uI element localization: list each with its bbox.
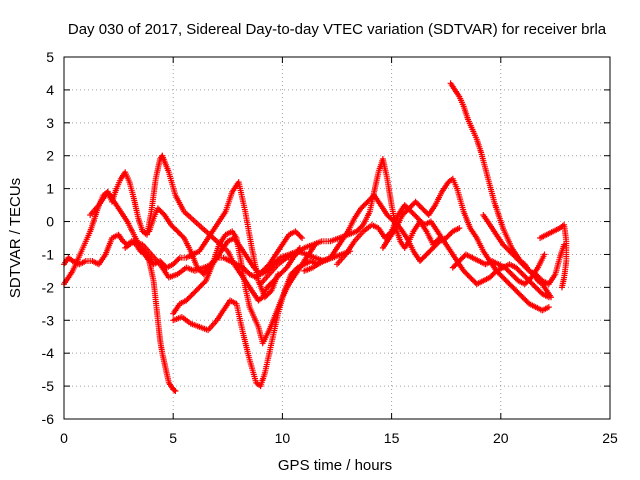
series-trace-e (146, 205, 306, 281)
y-tick-label: 5 (46, 49, 54, 65)
x-tick-labels: 0 5 10 15 20 25 (60, 430, 618, 446)
series-trace-o (449, 251, 548, 288)
axis-ticks (63, 56, 611, 420)
data-point-markers (301, 192, 463, 274)
grid-lines (64, 57, 610, 419)
y-tick-label: -5 (42, 378, 55, 394)
series-trace-p (537, 221, 570, 291)
x-axis-label: GPS time / hours (278, 457, 392, 474)
series-trace-j (301, 192, 463, 274)
series-trace-l (379, 175, 552, 314)
x-tick-label: 10 (275, 430, 291, 446)
data-point-markers (537, 221, 570, 291)
x-tick-label: 5 (169, 430, 177, 446)
data-point-markers (449, 251, 548, 288)
y-tick-label: 2 (46, 148, 54, 164)
x-tick-label: 0 (60, 430, 68, 446)
series-trace-c (159, 152, 303, 304)
y-tick-label: -2 (42, 279, 55, 295)
y-tick-labels: -6 -5 -4 -3 -2 -1 0 1 2 3 4 5 (42, 49, 55, 427)
y-tick-label: -1 (42, 246, 55, 262)
plot-frame (63, 56, 611, 420)
y-tick-label: -3 (42, 312, 55, 328)
data-point-markers (159, 152, 303, 304)
y-tick-label: -6 (42, 411, 55, 427)
data-points (61, 80, 570, 395)
y-axis-label: SDTVAR / TECUs (7, 178, 24, 298)
x-tick-label: 25 (602, 430, 618, 446)
data-point-markers (170, 228, 319, 347)
y-tick-label: 3 (46, 115, 54, 131)
y-tick-label: 1 (46, 181, 54, 197)
chart-title: Day 030 of 2017, Sidereal Day-to-day VTE… (68, 21, 607, 38)
x-tick-label: 20 (493, 430, 509, 446)
data-point-markers (379, 175, 552, 314)
y-tick-label: 4 (46, 82, 54, 98)
series-trace-h (170, 228, 319, 347)
y-tick-label: 0 (46, 214, 54, 230)
y-tick-label: -4 (42, 345, 55, 361)
x-tick-label: 15 (384, 430, 400, 446)
data-point-markers (146, 205, 306, 281)
